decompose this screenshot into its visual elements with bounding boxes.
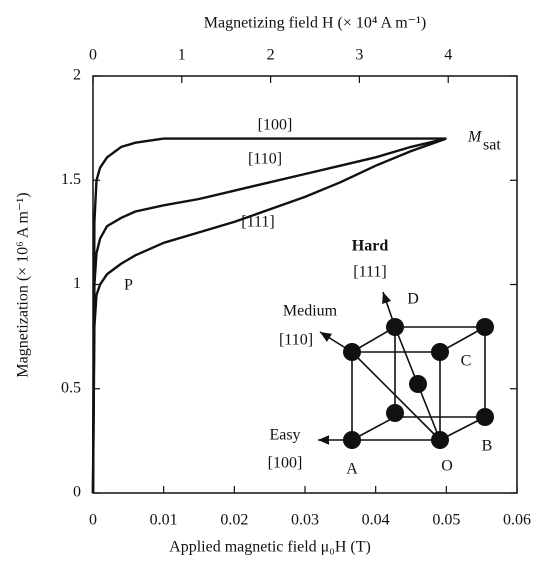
x2-tick-label: 1 bbox=[178, 47, 186, 64]
inset-label: D bbox=[407, 291, 419, 308]
x-tick-label: 0.03 bbox=[291, 512, 319, 529]
x2-tick-label: 0 bbox=[89, 47, 97, 64]
curve bbox=[91, 137, 447, 494]
inset-label: [111] bbox=[353, 264, 386, 281]
x-tick-label: 0 bbox=[89, 512, 97, 529]
atoms bbox=[343, 318, 494, 449]
x-tick-label: 0.01 bbox=[150, 512, 178, 529]
x2-axis-label: Magnetizing field H (× 10⁴ A m⁻¹) bbox=[204, 15, 426, 32]
annotation-msat: M bbox=[467, 129, 483, 146]
y-tick-label: 0.5 bbox=[61, 379, 81, 396]
x2-tick-label: 4 bbox=[444, 47, 452, 64]
y-axis-label: Magnetization (× 10⁶ A m⁻¹) bbox=[15, 192, 32, 377]
y-tick-label: 2 bbox=[73, 67, 81, 84]
inset-label: B bbox=[482, 438, 493, 455]
y-tick-label: 1 bbox=[73, 275, 81, 292]
x-axis-label: Applied magnetic field μ₀H (T) bbox=[169, 539, 371, 556]
inset-label: A bbox=[346, 461, 358, 478]
inset-label: C bbox=[461, 353, 472, 370]
annotation-p: P bbox=[124, 277, 133, 294]
cube-diagonal bbox=[351, 351, 441, 441]
curve bbox=[91, 137, 447, 494]
x-tick-label: 0.04 bbox=[362, 512, 390, 529]
x2-tick-label: 2 bbox=[267, 47, 275, 64]
x2-tick-label: 3 bbox=[355, 47, 363, 64]
series-label: [110] bbox=[248, 151, 282, 168]
inset-label: Easy bbox=[269, 427, 300, 444]
inset-label: O bbox=[441, 458, 453, 475]
inset-label: [110] bbox=[279, 332, 313, 349]
series-label: [111] bbox=[241, 214, 274, 231]
y-tick-label: 0 bbox=[73, 484, 81, 501]
y-tick-label: 1.5 bbox=[61, 171, 81, 188]
inset-label: Hard bbox=[352, 238, 389, 255]
crystal-inset: Hard [111] D Medium [110] C Easy [100] A… bbox=[268, 238, 494, 478]
annotation-msat-sub: sat bbox=[483, 137, 501, 154]
x-tick-label: 0.05 bbox=[432, 512, 460, 529]
x-tick-label: 0.02 bbox=[220, 512, 248, 529]
x-tick-label: 0.06 bbox=[503, 512, 531, 529]
inset-label: [100] bbox=[268, 455, 303, 472]
curve bbox=[91, 137, 447, 494]
series-label: [100] bbox=[258, 117, 293, 134]
inset-label: Medium bbox=[283, 303, 338, 320]
